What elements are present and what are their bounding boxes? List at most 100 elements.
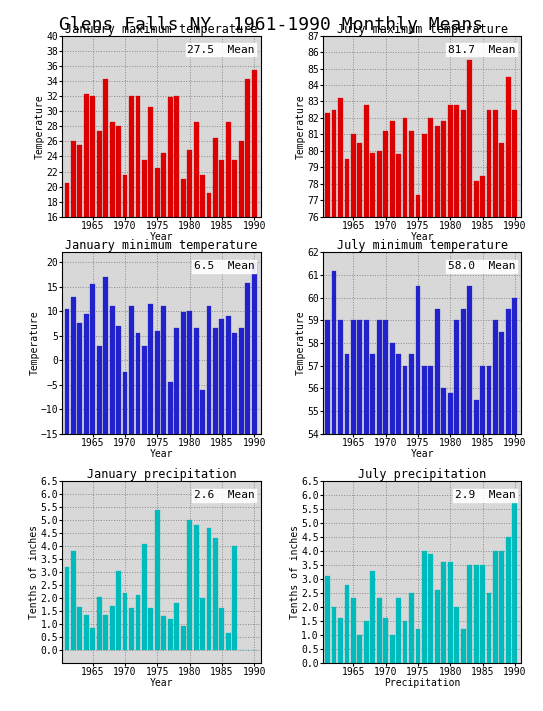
Bar xyxy=(338,618,343,663)
Bar xyxy=(116,571,121,650)
Bar xyxy=(461,109,465,217)
Bar xyxy=(448,105,453,217)
Y-axis label: Temperature: Temperature xyxy=(296,94,306,159)
Bar xyxy=(390,635,395,663)
Bar xyxy=(390,343,395,434)
Bar xyxy=(65,309,70,434)
X-axis label: Precipitation: Precipitation xyxy=(384,678,460,688)
Bar xyxy=(123,373,128,434)
Bar xyxy=(493,321,498,434)
Bar xyxy=(325,576,330,663)
Bar xyxy=(396,154,401,217)
Bar xyxy=(194,525,199,650)
Bar xyxy=(461,309,465,434)
Text: 6.5  Mean: 6.5 Mean xyxy=(194,262,255,272)
Bar xyxy=(441,122,446,217)
Bar xyxy=(155,168,160,217)
X-axis label: Year: Year xyxy=(150,678,173,688)
Bar xyxy=(181,312,186,434)
Bar xyxy=(181,179,186,217)
Bar xyxy=(487,109,491,217)
Bar xyxy=(123,593,128,650)
Bar xyxy=(325,321,330,434)
Bar xyxy=(90,284,95,434)
Bar xyxy=(168,97,173,217)
Title: July maximum temperature: July maximum temperature xyxy=(337,23,508,36)
Bar xyxy=(370,153,375,217)
Bar xyxy=(357,321,362,434)
Bar xyxy=(103,277,108,434)
Bar xyxy=(90,96,95,217)
Y-axis label: Temperature: Temperature xyxy=(296,311,306,375)
Bar xyxy=(467,287,472,434)
Bar xyxy=(187,311,192,434)
Bar xyxy=(187,151,192,217)
Bar xyxy=(513,109,517,217)
Bar xyxy=(325,113,330,217)
Bar xyxy=(383,321,388,434)
Bar xyxy=(213,328,218,434)
Bar xyxy=(142,160,147,217)
Bar xyxy=(71,296,76,434)
Bar xyxy=(415,629,420,663)
Bar xyxy=(110,606,115,650)
Bar xyxy=(364,105,369,217)
Bar xyxy=(136,96,141,217)
Bar xyxy=(200,598,205,650)
Title: January minimum temperature: January minimum temperature xyxy=(65,240,258,252)
Bar xyxy=(245,283,250,434)
Text: 81.7  Mean: 81.7 Mean xyxy=(448,45,515,55)
Bar xyxy=(252,70,257,217)
Bar xyxy=(357,143,362,217)
Title: January precipitation: January precipitation xyxy=(87,469,236,481)
Bar xyxy=(174,603,179,650)
Y-axis label: Tenths of inches: Tenths of inches xyxy=(29,525,39,619)
Bar xyxy=(396,599,401,663)
Bar xyxy=(103,615,108,650)
Bar xyxy=(506,537,511,663)
Bar xyxy=(174,328,179,434)
Bar xyxy=(415,287,420,434)
Bar xyxy=(78,145,83,217)
Bar xyxy=(142,543,147,650)
Bar xyxy=(187,520,192,650)
Bar xyxy=(142,346,147,434)
Bar xyxy=(357,635,362,663)
Text: 27.5  Mean: 27.5 Mean xyxy=(187,45,255,55)
Bar xyxy=(226,316,231,434)
Bar xyxy=(90,628,95,650)
Bar xyxy=(245,80,250,217)
Bar xyxy=(364,321,369,434)
Bar xyxy=(487,593,491,663)
Bar xyxy=(161,616,166,650)
Bar xyxy=(370,354,375,434)
Title: July minimum temperature: July minimum temperature xyxy=(337,240,508,252)
Bar xyxy=(219,319,224,434)
Bar xyxy=(403,118,407,217)
Bar xyxy=(377,151,382,217)
Bar xyxy=(338,98,343,217)
Bar xyxy=(480,365,485,434)
Bar xyxy=(473,565,478,663)
X-axis label: Year: Year xyxy=(411,449,434,459)
Bar xyxy=(232,546,237,650)
Bar xyxy=(506,77,511,217)
Bar xyxy=(78,324,83,434)
Title: January maximum temperature: January maximum temperature xyxy=(65,23,258,36)
Bar xyxy=(226,633,231,650)
Bar xyxy=(97,346,102,434)
Bar xyxy=(168,383,173,434)
Bar xyxy=(206,193,211,217)
Bar xyxy=(213,137,218,217)
Bar xyxy=(480,565,485,663)
Bar xyxy=(168,619,173,650)
Bar xyxy=(377,599,382,663)
Bar xyxy=(513,298,517,434)
Bar xyxy=(351,321,356,434)
Bar xyxy=(103,79,108,217)
Bar xyxy=(65,183,70,217)
X-axis label: Year: Year xyxy=(150,449,173,459)
Bar xyxy=(181,626,186,650)
Bar xyxy=(500,332,504,434)
Bar xyxy=(345,159,349,217)
